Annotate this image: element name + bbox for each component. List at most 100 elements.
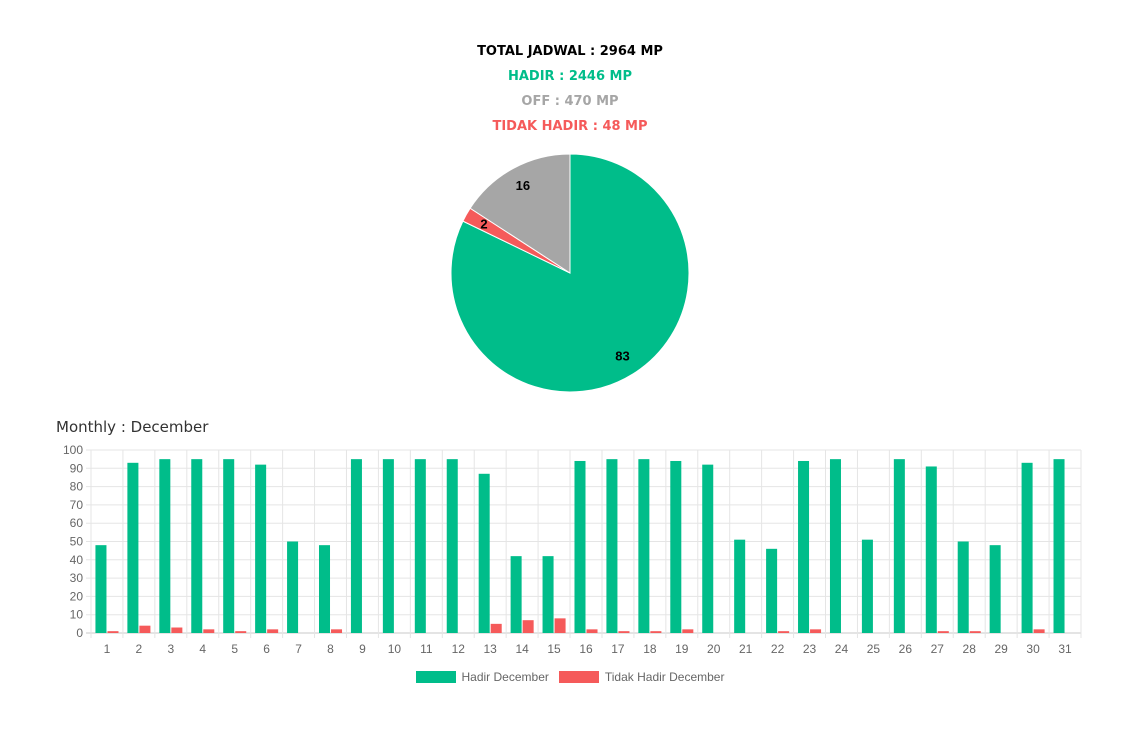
x-tick-label: 14 bbox=[515, 642, 529, 656]
x-tick-label: 24 bbox=[835, 642, 849, 656]
pie-slice-off[interactable] bbox=[469, 153, 571, 274]
legend-item-tidak-hadir[interactable]: Tidak Hadir December bbox=[558, 670, 725, 684]
x-tick-label: 25 bbox=[867, 642, 881, 656]
bar-tidak-hadir-15[interactable] bbox=[554, 618, 566, 633]
bar-hadir-31[interactable] bbox=[1053, 459, 1065, 633]
x-tick-label: 26 bbox=[899, 642, 913, 656]
y-tick-label: 60 bbox=[70, 516, 84, 530]
y-tick-label: 0 bbox=[76, 626, 83, 640]
bar-hadir-15[interactable] bbox=[542, 556, 554, 633]
bar-hadir-4[interactable] bbox=[191, 459, 203, 633]
x-tick-label: 21 bbox=[739, 642, 753, 656]
hadir-label: HADIR : 2446 MP bbox=[507, 69, 632, 84]
y-tick-label: 40 bbox=[70, 553, 84, 567]
x-tick-label: 5 bbox=[231, 642, 238, 656]
x-tick-label: 15 bbox=[547, 642, 561, 656]
bar-tidak-hadir-22[interactable] bbox=[778, 631, 790, 633]
x-tick-label: 13 bbox=[484, 642, 498, 656]
x-tick-label: 22 bbox=[771, 642, 785, 656]
bar-hadir-28[interactable] bbox=[957, 541, 969, 634]
bar-tidak-hadir-1[interactable] bbox=[107, 631, 119, 633]
pie-label-tidak-hadir: 2 bbox=[480, 217, 487, 232]
x-tick-label: 6 bbox=[263, 642, 270, 656]
bar-hadir-24[interactable] bbox=[829, 459, 841, 633]
x-tick-label: 27 bbox=[931, 642, 945, 656]
y-tick-label: 90 bbox=[70, 461, 84, 475]
bar-hadir-5[interactable] bbox=[223, 459, 235, 633]
y-tick-label: 50 bbox=[70, 535, 84, 549]
bar-hadir-14[interactable] bbox=[510, 556, 522, 633]
x-tick-label: 20 bbox=[707, 642, 721, 656]
bar-hadir-19[interactable] bbox=[670, 460, 682, 633]
bar-tidak-hadir-8[interactable] bbox=[331, 629, 343, 633]
x-tick-label: 3 bbox=[167, 642, 174, 656]
bar-tidak-hadir-6[interactable] bbox=[267, 629, 279, 633]
legend-swatch-tidak-hadir bbox=[558, 671, 599, 683]
bar-tidak-hadir-27[interactable] bbox=[937, 631, 949, 633]
bar-tidak-hadir-16[interactable] bbox=[586, 629, 598, 633]
bar-hadir-7[interactable] bbox=[287, 541, 299, 634]
bar-hadir-13[interactable] bbox=[478, 473, 490, 633]
bar-hadir-3[interactable] bbox=[159, 459, 171, 633]
bar-hadir-2[interactable] bbox=[127, 462, 139, 633]
bar-hadir-25[interactable] bbox=[861, 539, 873, 633]
bar-hadir-23[interactable] bbox=[798, 460, 810, 633]
x-tick-label: 10 bbox=[388, 642, 402, 656]
legend-swatch-hadir bbox=[415, 671, 456, 683]
bar-hadir-18[interactable] bbox=[638, 459, 650, 633]
x-tick-label: 9 bbox=[359, 642, 366, 656]
bar-tidak-hadir-4[interactable] bbox=[203, 629, 215, 633]
x-tick-label: 12 bbox=[452, 642, 466, 656]
bar-hadir-10[interactable] bbox=[382, 459, 394, 633]
y-tick-label: 80 bbox=[70, 480, 84, 494]
y-tick-label: 30 bbox=[70, 571, 84, 585]
bar-tidak-hadir-2[interactable] bbox=[139, 625, 151, 633]
bar-tidak-hadir-14[interactable] bbox=[522, 620, 534, 633]
bar-tidak-hadir-3[interactable] bbox=[171, 627, 183, 633]
bar-hadir-11[interactable] bbox=[414, 459, 426, 633]
total-jadwal-label: TOTAL JADWAL : 2964 MP bbox=[477, 44, 663, 59]
x-tick-label: 19 bbox=[675, 642, 689, 656]
x-tick-label: 2 bbox=[136, 642, 143, 656]
legend-label-tidak-hadir: Tidak Hadir December bbox=[604, 670, 725, 684]
off-label: OFF : 470 MP bbox=[521, 94, 619, 109]
bar-tidak-hadir-19[interactable] bbox=[682, 629, 694, 633]
bar-tidak-hadir-17[interactable] bbox=[618, 631, 630, 633]
bar-hadir-27[interactable] bbox=[925, 466, 937, 633]
pie-label-off: 16 bbox=[516, 178, 530, 193]
bar-tidak-hadir-13[interactable] bbox=[490, 623, 502, 633]
bar-tidak-hadir-30[interactable] bbox=[1033, 629, 1045, 633]
x-tick-label: 29 bbox=[994, 642, 1008, 656]
bar-hadir-9[interactable] bbox=[350, 459, 362, 633]
bar-hadir-30[interactable] bbox=[1021, 462, 1033, 633]
bar-hadir-20[interactable] bbox=[702, 464, 714, 633]
bar-hadir-17[interactable] bbox=[606, 459, 618, 633]
y-tick-label: 70 bbox=[70, 498, 84, 512]
attendance-pie-chart: 83 2 16 bbox=[450, 153, 690, 393]
bar-tidak-hadir-18[interactable] bbox=[650, 631, 662, 633]
x-tick-label: 18 bbox=[643, 642, 657, 656]
tidak-hadir-label: TIDAK HADIR : 48 MP bbox=[492, 119, 648, 134]
x-tick-label: 16 bbox=[579, 642, 593, 656]
bar-hadir-6[interactable] bbox=[255, 464, 267, 633]
bar-hadir-21[interactable] bbox=[734, 539, 746, 633]
bar-hadir-8[interactable] bbox=[318, 545, 331, 633]
bar-tidak-hadir-23[interactable] bbox=[810, 629, 822, 633]
pie-label-hadir: 83 bbox=[615, 349, 629, 364]
bar-tidak-hadir-5[interactable] bbox=[235, 631, 247, 633]
x-tick-label: 28 bbox=[963, 642, 977, 656]
bar-hadir-16[interactable] bbox=[574, 460, 586, 633]
bar-tidak-hadir-28[interactable] bbox=[969, 631, 981, 633]
pie-slice-hadir[interactable] bbox=[450, 153, 690, 393]
bar-hadir-26[interactable] bbox=[893, 459, 905, 633]
bar-hadir-1[interactable] bbox=[95, 545, 107, 633]
bar-hadir-12[interactable] bbox=[446, 459, 458, 633]
bar-hadir-22[interactable] bbox=[766, 548, 778, 633]
x-tick-label: 4 bbox=[199, 642, 206, 656]
x-tick-label: 23 bbox=[803, 642, 817, 656]
bar-hadir-29[interactable] bbox=[989, 545, 1001, 633]
legend-item-hadir[interactable]: Hadir December bbox=[415, 670, 549, 684]
bar-chart-legend: Hadir December Tidak Hadir December bbox=[0, 670, 1140, 684]
x-tick-label: 1 bbox=[104, 642, 111, 656]
